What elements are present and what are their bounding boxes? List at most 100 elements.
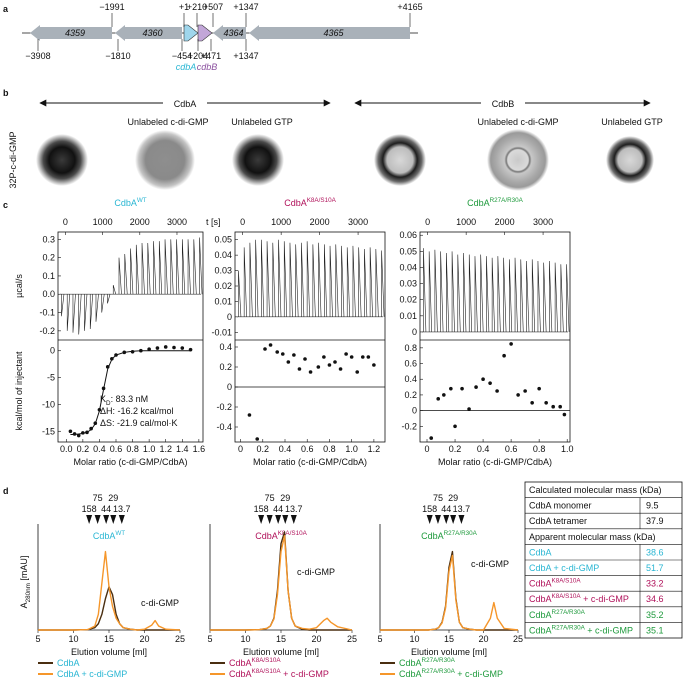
injection-peak — [491, 257, 495, 332]
panel-letter: a — [3, 4, 9, 14]
legend-label-part: + c-di-GMP — [455, 669, 503, 679]
tick-label: -0.1 — [39, 308, 55, 318]
data-point — [449, 386, 453, 391]
data-point — [297, 367, 302, 371]
data-point — [316, 365, 321, 369]
condition-label: Unlabeled GTP — [601, 117, 663, 127]
data-point — [163, 345, 168, 349]
injection-peak — [141, 242, 145, 295]
injection-peak — [346, 247, 351, 317]
injection-peak — [486, 256, 490, 332]
tick-label: 20 — [478, 634, 488, 644]
injection-peak — [266, 241, 270, 317]
injection-peak — [520, 259, 524, 332]
data-point — [322, 355, 326, 359]
marker-label: 44 — [273, 504, 283, 514]
spot — [374, 134, 426, 186]
peak-annotation: c-di-GMP — [471, 559, 509, 569]
tick-label: 0.02 — [214, 281, 232, 291]
tick-label: 0.06 — [399, 230, 417, 240]
injection-peak — [261, 239, 265, 317]
x-axis-label: Molar ratio (c-di-GMP/CdbA) — [73, 457, 187, 467]
data-point — [180, 346, 185, 350]
plot-frame — [57, 231, 204, 443]
data-point — [110, 356, 114, 361]
position-label: +204 — [188, 51, 208, 61]
legend-label: CdbAK8A/S10A + c-di-GMP — [229, 668, 329, 679]
tick-label: 0 — [425, 217, 430, 227]
injection-peak — [66, 294, 71, 331]
tick-label: 0.0 — [60, 444, 73, 454]
injection-peak — [531, 259, 536, 332]
injection-peak — [61, 294, 65, 317]
label-bg — [481, 96, 525, 110]
elution-curve — [380, 554, 519, 631]
injection-peak — [164, 239, 168, 295]
injection-peak — [329, 245, 333, 317]
legend-label-part: R27A/R30A — [422, 668, 456, 675]
injection-peak — [170, 239, 174, 295]
injection-peak — [537, 261, 541, 332]
data-point — [523, 389, 527, 393]
tick-label: 0.8 — [126, 444, 139, 454]
injection-peak — [440, 251, 444, 332]
injection-peak — [84, 294, 88, 331]
injection-peak — [118, 257, 122, 295]
table-header: Calculated molecular mass (kDa) — [529, 485, 662, 495]
injection-peak — [272, 242, 276, 317]
fit-annotation-part: K — [100, 394, 106, 404]
data-point — [122, 350, 127, 355]
table-cell: CdbA — [529, 547, 552, 557]
plot-title: CdbAR27A/R30A — [467, 197, 524, 208]
condition-label: Unlabeled GTP — [231, 117, 293, 127]
gene-arrow — [197, 24, 213, 42]
marker-arrow — [282, 515, 289, 524]
spot — [487, 129, 549, 191]
data-point — [93, 421, 98, 426]
injection-peak — [124, 253, 128, 295]
plot-title-part: K8A/S10A — [307, 197, 337, 204]
legend-label: CdbA — [57, 658, 80, 668]
data-point — [453, 424, 457, 429]
tick-label: 1.2 — [368, 444, 381, 454]
tick-label: 20 — [311, 634, 321, 644]
table-cell: CdbAK8A/S10A + c-di-GMP — [529, 593, 629, 604]
tick-label: -15 — [42, 426, 55, 436]
injection-peak — [295, 244, 299, 317]
gene-arrow — [213, 25, 246, 41]
tick-label: 0.6 — [404, 359, 417, 369]
plot-title-part: R27A/R30A — [444, 530, 478, 537]
legend-label: CdbAR27A/R30A — [399, 657, 456, 668]
data-point — [327, 363, 332, 367]
legend-label-part: CdbA — [399, 669, 422, 679]
injection-peak — [158, 241, 163, 295]
tick-label: 1.4 — [176, 444, 189, 454]
x-axis-label: Molar ratio (c-di-GMP/CdbA) — [253, 457, 367, 467]
marker-label: 13.7 — [453, 504, 471, 514]
injection-peak — [451, 251, 455, 332]
table-cell-part: R27A/R30A — [552, 624, 586, 631]
injection-peak — [153, 241, 157, 295]
table-cell-part: CdbA — [529, 594, 552, 604]
marker-arrow — [426, 515, 433, 524]
tick-label: 0 — [412, 406, 417, 416]
injection-peak — [375, 248, 379, 317]
data-point — [275, 350, 280, 354]
data-point — [495, 389, 499, 393]
marker-label: 13.7 — [285, 504, 303, 514]
marker-label: 75 — [93, 493, 103, 503]
marker-arrow — [103, 515, 110, 524]
y-axis-label-part: 280nm — [25, 583, 32, 602]
tick-label: 15 — [104, 634, 114, 644]
tick-label: 25 — [347, 634, 357, 644]
tick-label: 0.8 — [404, 343, 417, 353]
tick-label: 0.2 — [449, 444, 462, 454]
tick-label: -0.2 — [401, 421, 417, 431]
tick-label: 10 — [68, 634, 78, 644]
injection-peak — [381, 250, 385, 317]
injection-peak — [423, 248, 427, 332]
elution-curve — [38, 586, 180, 631]
marker-label: 29 — [280, 493, 290, 503]
data-point — [308, 370, 313, 374]
axis-label: 32P-c-di-GMP — [8, 131, 18, 188]
